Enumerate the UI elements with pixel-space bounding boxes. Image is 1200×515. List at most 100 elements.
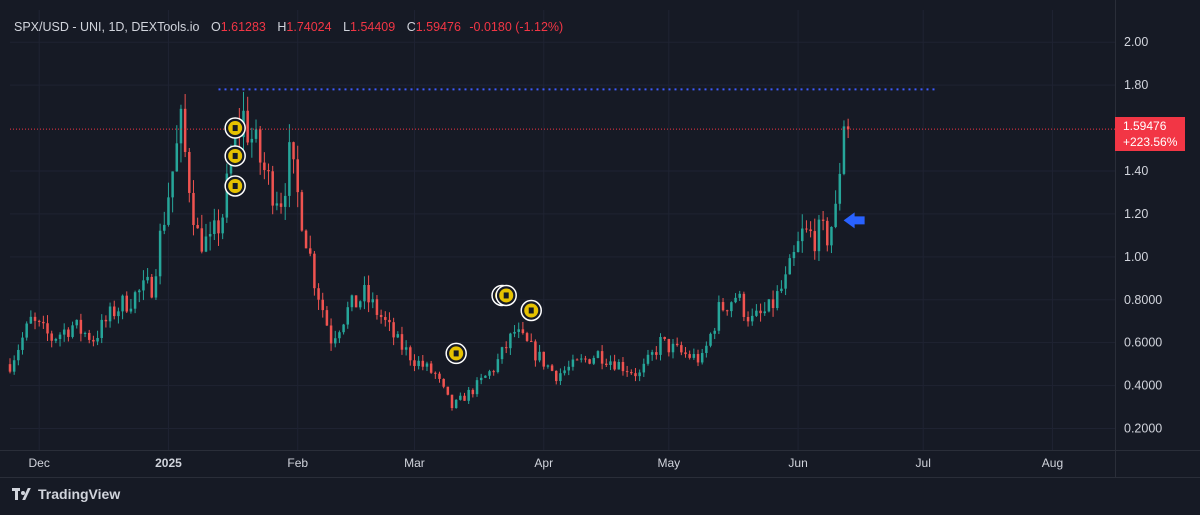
candle-body <box>300 192 304 231</box>
x-tick-label: Feb <box>287 456 308 470</box>
candle-body <box>400 334 404 350</box>
candle-body <box>100 319 103 338</box>
buy-marker-icon <box>520 299 542 322</box>
candle-body <box>538 351 541 361</box>
candle-body <box>659 336 662 355</box>
candle-body <box>801 228 804 242</box>
candle-body <box>471 389 475 395</box>
candle-body <box>730 302 733 312</box>
candle-body <box>71 325 74 337</box>
candle-body <box>275 203 279 206</box>
candle-body <box>413 360 416 367</box>
candle-body <box>475 380 479 395</box>
candle-body <box>338 332 341 339</box>
candle-body <box>392 322 395 338</box>
symbol-label: SPX/USD - UNI, 1D, DEXTools.io <box>14 20 200 34</box>
candle-body <box>759 310 762 314</box>
candle-body <box>333 338 337 344</box>
candle-body <box>17 349 20 361</box>
candle-body <box>108 306 112 322</box>
candle-body <box>117 311 120 317</box>
candle-body <box>780 288 783 292</box>
candle-body <box>621 362 625 372</box>
candle-body <box>454 399 458 408</box>
candle-body <box>329 325 333 344</box>
candle-body <box>521 329 525 334</box>
candle-body <box>667 338 671 353</box>
candle-body <box>421 360 425 367</box>
x-tick-label: Dec <box>29 456 50 470</box>
candle-body <box>734 297 737 303</box>
candle-body <box>42 321 45 324</box>
candle-body <box>271 171 274 206</box>
tradingview-logo[interactable]: TradingView <box>12 486 120 502</box>
candle-body <box>288 142 291 196</box>
candle-body <box>646 354 650 364</box>
candle-body <box>179 108 183 144</box>
y-tick-label: 1.80 <box>1124 78 1148 92</box>
tradingview-logo-text: TradingView <box>38 486 121 502</box>
candle-body <box>438 373 441 379</box>
candle-body <box>37 320 41 322</box>
last-price-tag: 1.59476 +223.56% <box>1115 117 1185 151</box>
x-tick-label: Mar <box>404 456 425 470</box>
candle-body <box>463 395 466 401</box>
candle-body <box>346 307 350 325</box>
y-tick-label: 0.4000 <box>1124 379 1162 393</box>
candle-body <box>50 333 53 341</box>
open-label: O <box>210 20 221 34</box>
candle-body <box>596 351 600 358</box>
candle-body <box>304 230 308 249</box>
candle-body <box>750 315 754 322</box>
candle-body <box>21 337 24 350</box>
candle-body <box>133 292 137 309</box>
candle-body <box>29 316 33 324</box>
candle-body <box>442 378 445 387</box>
candle-body <box>350 295 354 308</box>
buy-marker-glyph <box>232 183 238 189</box>
x-tick-label: Jun <box>788 456 807 470</box>
candle-body <box>325 310 329 326</box>
candle-body <box>142 280 145 291</box>
candle-body <box>517 329 520 332</box>
candle-body <box>12 360 16 372</box>
x-tick-label: May <box>657 456 680 470</box>
candle-body <box>613 361 616 370</box>
close-label: C <box>406 20 416 34</box>
change-value: -0.0180 (-1.12%) <box>469 20 564 34</box>
candle-body <box>830 226 833 246</box>
candle-body <box>709 333 712 346</box>
buy-marker-glyph <box>503 292 509 299</box>
candle-body <box>688 354 691 358</box>
x-tick-label: Aug <box>1042 456 1063 470</box>
candle-body <box>684 352 687 355</box>
y-tick-label: 2.00 <box>1124 35 1148 49</box>
candle-body <box>742 293 746 317</box>
candle-body <box>725 310 729 312</box>
candle-body <box>738 293 741 298</box>
candle-body <box>171 171 174 198</box>
candle-body <box>417 360 420 367</box>
candle-body <box>563 370 566 374</box>
candle-body <box>826 220 829 246</box>
x-tick-label: Jul <box>916 456 931 470</box>
candle-body <box>308 248 312 254</box>
candle-body <box>559 373 562 382</box>
candle-body <box>75 319 78 326</box>
left-arrow-icon <box>843 212 865 229</box>
candle-body <box>429 363 433 373</box>
candle-body <box>817 219 821 252</box>
x-tick-label: Apr <box>534 456 553 470</box>
candle-body <box>713 330 716 334</box>
candle-body <box>233 128 237 159</box>
buy-marker-icon <box>495 284 517 307</box>
candle-body <box>217 220 220 234</box>
candle-body <box>163 224 166 231</box>
candle-body <box>446 386 450 395</box>
candle-body <box>600 351 604 364</box>
candle-body <box>592 357 596 364</box>
open-value: 1.61283 <box>220 20 266 34</box>
y-tick-label: 0.2000 <box>1124 422 1162 436</box>
candle-body <box>571 359 575 367</box>
